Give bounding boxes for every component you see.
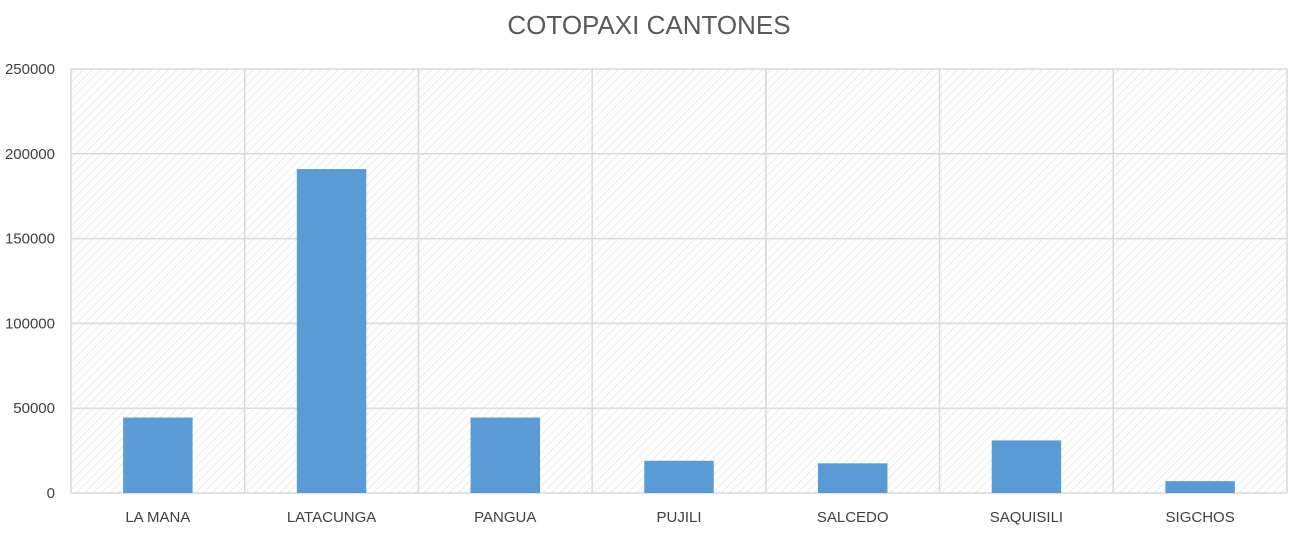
bar [296, 169, 367, 493]
y-tick-label: 200000 [5, 146, 55, 163]
bar [644, 460, 714, 493]
x-tick-label: LATACUNGA [287, 509, 376, 526]
bar [1165, 481, 1235, 493]
bar [817, 463, 888, 493]
x-tick-label: LA MANA [125, 509, 190, 526]
y-tick-label: 100000 [5, 315, 55, 332]
x-tick-label: PANGUA [474, 509, 536, 526]
y-tick-label: 150000 [5, 231, 55, 248]
y-tick-label: 0 [47, 485, 55, 502]
bar [470, 417, 541, 493]
plot-area [71, 69, 1287, 493]
x-tick-label: SIGCHOS [1166, 509, 1235, 526]
bar [123, 417, 193, 493]
grid-lines [70, 68, 1288, 494]
y-axis: 0 50000 100000 150000 200000 250000 [5, 61, 55, 502]
bar [991, 440, 1062, 493]
x-tick-label: PUJILI [656, 509, 701, 526]
y-tick-label: 50000 [13, 400, 55, 417]
y-tick-label: 250000 [5, 61, 55, 78]
bars [123, 169, 1235, 493]
x-tick-label: SALCEDO [817, 509, 889, 526]
chart-title: COTOPAXI CANTONES [507, 10, 790, 40]
x-tick-label: SAQUISILI [990, 509, 1063, 526]
x-axis: LA MANA LATACUNGA PANGUA PUJILI SALCEDO SAQUI… [125, 509, 1234, 526]
